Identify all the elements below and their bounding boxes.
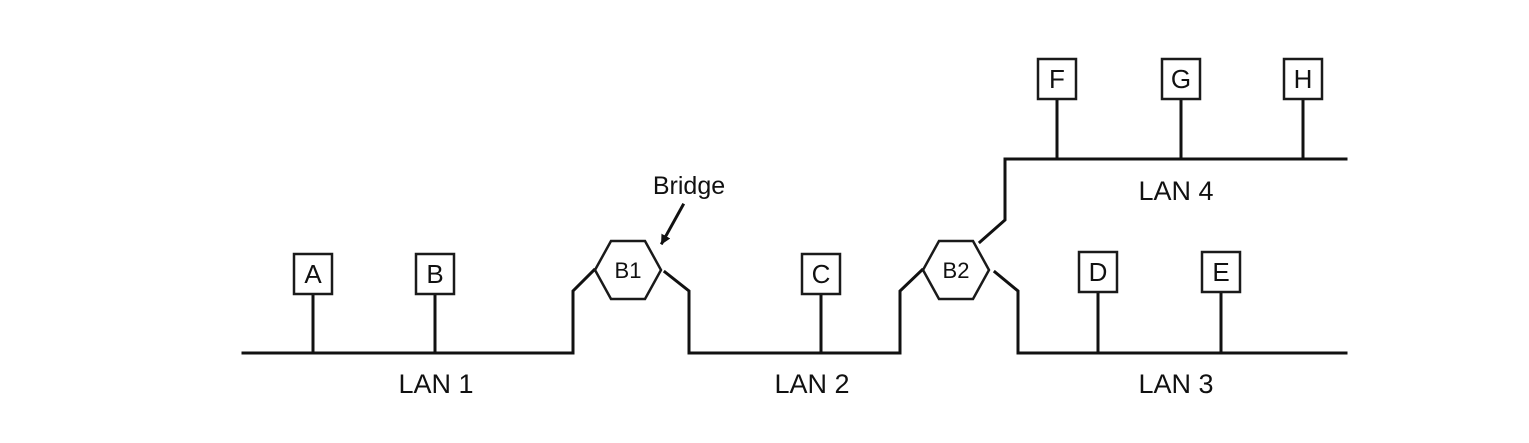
b1-lan2-link bbox=[662, 269, 691, 355]
station-d-label: D bbox=[1089, 257, 1108, 287]
station-f-label: F bbox=[1049, 64, 1065, 94]
b1-lan1-link bbox=[571, 267, 597, 355]
station-h: H bbox=[1282, 57, 1324, 101]
station-g: G bbox=[1160, 57, 1202, 101]
lan4-label: LAN 4 bbox=[1138, 176, 1213, 206]
bridge-callout-label: Bridge bbox=[653, 172, 725, 200]
station-c: C bbox=[800, 252, 842, 296]
lan2-label: LAN 2 bbox=[774, 369, 849, 399]
bridge-b2: B2 bbox=[921, 239, 991, 301]
station-h-label: H bbox=[1294, 64, 1313, 94]
station-e-label: E bbox=[1212, 257, 1229, 287]
station-c-label: C bbox=[812, 259, 831, 289]
station-g-label: G bbox=[1171, 64, 1191, 94]
b2-lan2-link bbox=[898, 267, 925, 355]
station-d: D bbox=[1077, 250, 1119, 294]
station-b: B bbox=[414, 252, 456, 296]
bridge-b2-label: B2 bbox=[943, 258, 970, 283]
station-a-label: A bbox=[304, 259, 322, 289]
bridge-callout-arrow bbox=[659, 202, 686, 246]
bridge-b1-label: B1 bbox=[615, 258, 642, 283]
bridge-b1: B1 bbox=[593, 239, 663, 301]
b2-lan4-link bbox=[977, 157, 1007, 245]
station-f: F bbox=[1036, 57, 1078, 101]
station-a: A bbox=[292, 252, 334, 296]
b2-lan3-link bbox=[992, 269, 1020, 355]
station-b-label: B bbox=[426, 259, 443, 289]
lan1-label: LAN 1 bbox=[398, 369, 473, 399]
station-e: E bbox=[1200, 250, 1242, 294]
lan3-label: LAN 3 bbox=[1138, 369, 1213, 399]
